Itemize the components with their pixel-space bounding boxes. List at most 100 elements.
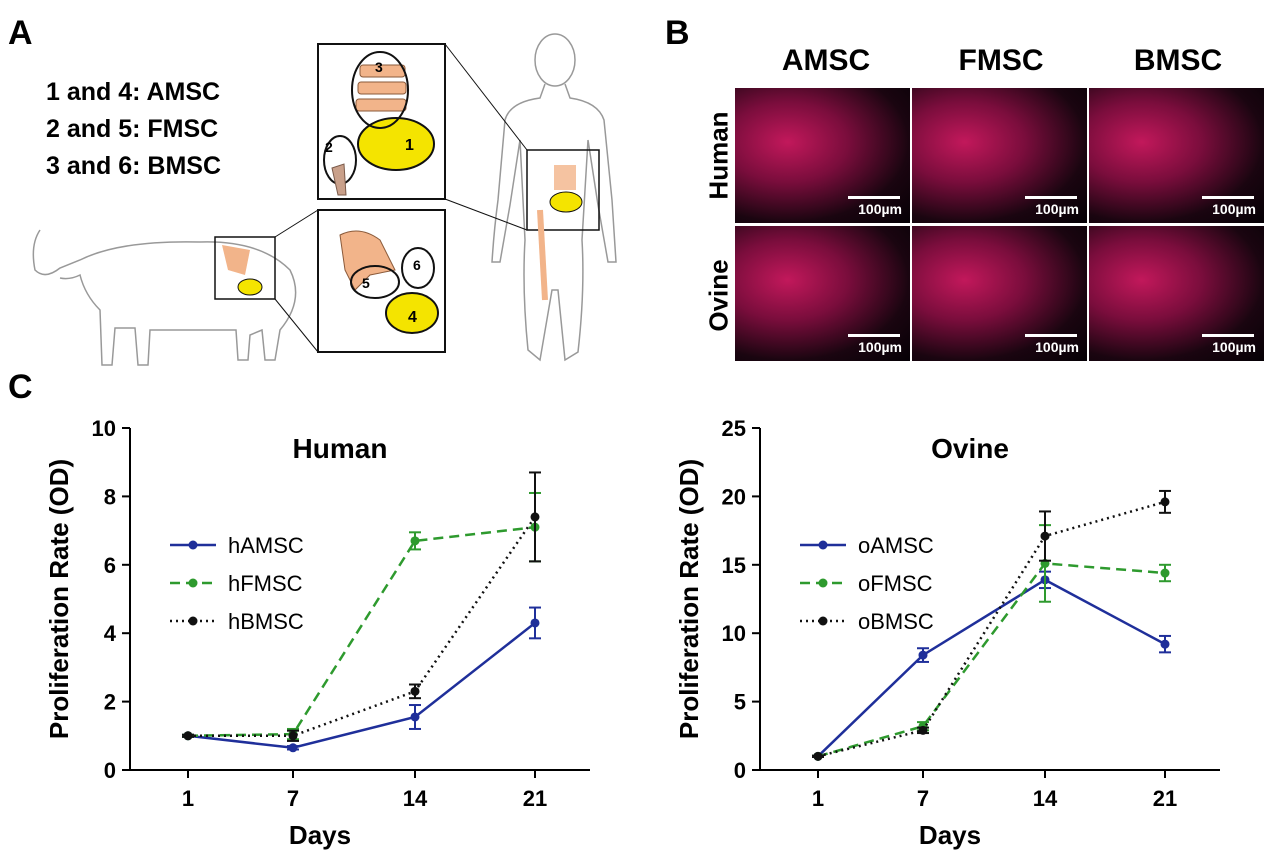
legend-label: oBMSC bbox=[858, 609, 934, 634]
y-tick-label: 4 bbox=[104, 621, 117, 646]
sheep-site-4 bbox=[385, 292, 439, 334]
data-point-oAMSC bbox=[1160, 639, 1170, 649]
image-ovine-bmsc: 100µm bbox=[1089, 226, 1264, 361]
data-point-hBMSC bbox=[530, 512, 540, 522]
scale-label: 100µm bbox=[1035, 339, 1079, 355]
anatomy-illustration: 3 1 2 5 4 6 bbox=[32, 33, 617, 366]
series-line-oFMSC bbox=[817, 562, 1166, 758]
legend-amsc: 1 and 4: AMSC bbox=[46, 78, 221, 106]
x-tick-label: 1 bbox=[812, 786, 824, 811]
panel-a-letter: A bbox=[8, 14, 33, 52]
chart-title: Human bbox=[293, 433, 388, 464]
sheep-figure bbox=[32, 229, 297, 366]
y-tick-label: 25 bbox=[722, 416, 746, 441]
series-line-hFMSC bbox=[187, 525, 536, 738]
data-point-oBMSC bbox=[918, 725, 928, 735]
sheep-site-6 bbox=[401, 247, 435, 289]
x-tick-label: 21 bbox=[523, 786, 547, 811]
legend-label: oAMSC bbox=[858, 533, 934, 558]
y-tick-label: 10 bbox=[92, 416, 116, 441]
legend-label: hBMSC bbox=[228, 609, 304, 634]
data-point-hBMSC bbox=[183, 731, 193, 741]
x-tick-label: 1 bbox=[182, 786, 194, 811]
image-ovine-fmsc: 100µm bbox=[912, 226, 1087, 361]
y-tick-label: 0 bbox=[734, 758, 746, 783]
x-tick-label: 21 bbox=[1153, 786, 1177, 811]
data-point-hAMSC bbox=[530, 618, 540, 628]
chart-title: Ovine bbox=[931, 433, 1009, 464]
row-human: Human bbox=[703, 111, 734, 200]
x-tick-label: 7 bbox=[287, 786, 299, 811]
image-human-fmsc: 100µm bbox=[912, 88, 1087, 223]
scale-label: 100µm bbox=[858, 339, 902, 355]
scale-label: 100µm bbox=[858, 201, 902, 217]
legend-label: hAMSC bbox=[228, 533, 304, 558]
sheep-label-5: 5 bbox=[362, 275, 370, 291]
x-axis-label: Days bbox=[289, 820, 351, 850]
data-point-oBMSC bbox=[813, 751, 823, 761]
human-figure bbox=[491, 33, 617, 362]
image-human-bmsc: 100µm bbox=[1089, 88, 1264, 223]
chart-ovine: 0 5 10 15 20 25 1 7 14 21 Ovine Days Proliferation R… bbox=[674, 416, 1220, 850]
legend-marker bbox=[818, 616, 828, 626]
column-amsc: AMSC bbox=[781, 44, 871, 77]
data-point-hFMSC bbox=[410, 536, 420, 546]
legend-marker bbox=[188, 540, 198, 550]
series-line-hBMSC bbox=[188, 516, 537, 738]
human-label-1: 1 bbox=[405, 137, 414, 154]
scale-label: 100µm bbox=[1035, 201, 1079, 217]
human-vertebrae bbox=[355, 64, 407, 112]
data-point-hAMSC bbox=[288, 743, 298, 753]
legend-marker bbox=[818, 540, 828, 550]
human-label-3: 3 bbox=[375, 59, 383, 75]
chart-human: 0 2 4 6 8 10 1 7 14 21 Human Days Proliferation Rate… bbox=[44, 416, 590, 850]
column-fmsc: FMSC bbox=[958, 44, 1044, 77]
sheep-site-5 bbox=[350, 265, 400, 299]
sheep-label-4: 4 bbox=[408, 309, 417, 326]
y-tick-label: 2 bbox=[104, 690, 116, 715]
y-tick-label: 0 bbox=[104, 758, 116, 783]
row-ovine: Ovine bbox=[703, 259, 734, 332]
data-point-oBMSC bbox=[1160, 497, 1170, 507]
y-axis-label: Proliferation Rate (OD) bbox=[44, 459, 74, 739]
data-point-oAMSC bbox=[918, 650, 928, 660]
legend-bmsc: 3 and 6: BMSC bbox=[46, 152, 222, 180]
series-line-hAMSC bbox=[187, 621, 536, 750]
scale-label: 100µm bbox=[1212, 339, 1256, 355]
data-point-hAMSC bbox=[410, 712, 420, 722]
image-human-amsc: 100µm bbox=[735, 88, 910, 223]
data-point-hBMSC bbox=[410, 686, 420, 696]
panel-c-letter: C bbox=[8, 368, 33, 406]
y-tick-label: 5 bbox=[734, 690, 746, 715]
panel-b-letter: B bbox=[665, 14, 690, 52]
image-ovine-amsc: 100µm bbox=[735, 226, 910, 361]
y-tick-label: 10 bbox=[722, 621, 746, 646]
y-tick-label: 8 bbox=[104, 484, 116, 509]
y-axis-label: Proliferation Rate (OD) bbox=[674, 459, 704, 739]
series-line-oBMSC bbox=[817, 500, 1166, 758]
panel-a-legend: 1 and 4: AMSC 2 and 5: FMSC 3 and 6: BMS… bbox=[46, 80, 221, 179]
y-tick-label: 15 bbox=[722, 553, 746, 578]
y-tick-label: 6 bbox=[104, 553, 116, 578]
x-tick-label: 14 bbox=[1033, 786, 1058, 811]
legend-label: oFMSC bbox=[858, 571, 933, 596]
legend-marker bbox=[818, 578, 828, 588]
data-point-hBMSC bbox=[288, 731, 298, 741]
series-line-oAMSC bbox=[817, 578, 1166, 758]
x-tick-label: 7 bbox=[917, 786, 929, 811]
legend-label: hFMSC bbox=[228, 571, 303, 596]
legend-marker bbox=[188, 616, 198, 626]
column-bmsc: BMSC bbox=[1133, 44, 1223, 77]
x-tick-label: 14 bbox=[403, 786, 428, 811]
y-tick-label: 20 bbox=[722, 484, 746, 509]
human-site-1 bbox=[357, 117, 435, 171]
human-site-3 bbox=[351, 51, 409, 129]
x-axis-label: Days bbox=[919, 820, 981, 850]
scale-label: 100µm bbox=[1212, 201, 1256, 217]
data-point-oFMSC bbox=[1160, 568, 1170, 578]
human-label-2: 2 bbox=[325, 139, 333, 155]
legend-fmsc: 2 and 5: FMSC bbox=[46, 115, 219, 143]
legend-marker bbox=[188, 578, 198, 588]
sheep-label-6: 6 bbox=[413, 257, 421, 273]
data-point-oBMSC bbox=[1040, 531, 1050, 541]
